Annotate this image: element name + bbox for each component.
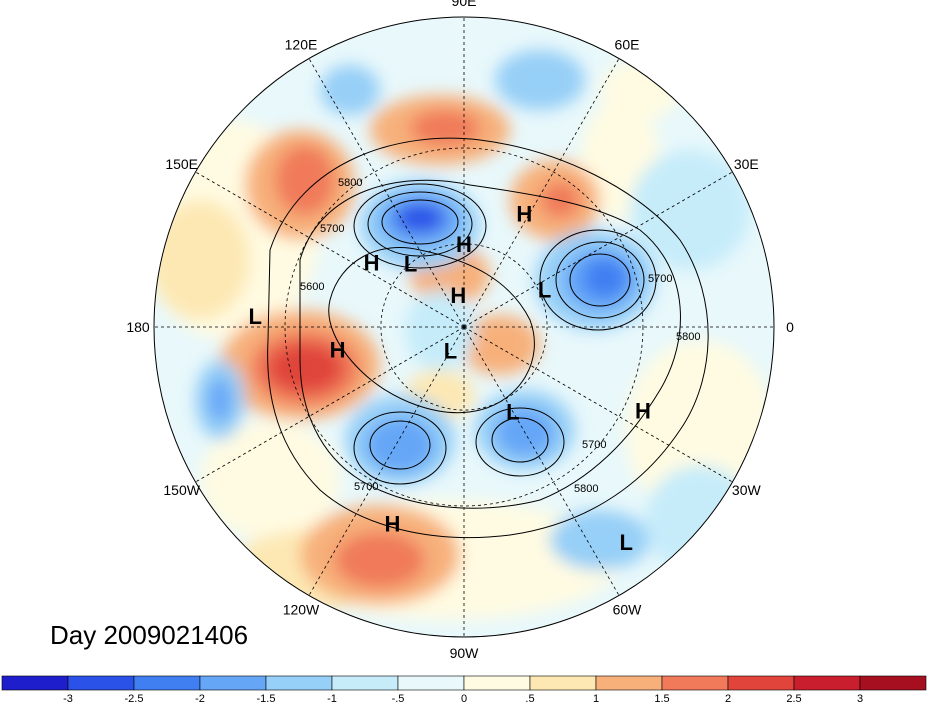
high-center-0: H	[456, 232, 472, 257]
low-center-4: L	[248, 304, 261, 329]
colorbar-label-6: 0	[461, 693, 467, 702]
lon-label-180: 180	[126, 319, 150, 335]
lon-label-60w: 60W	[613, 601, 643, 617]
contour-label-5700d: 5700	[354, 481, 378, 493]
colorbar-swatch-10	[661, 675, 729, 691]
colorbar-label-11: 2.5	[786, 693, 801, 702]
lon-label-150w: 150W	[163, 482, 200, 498]
contour-label-5800a: 5800	[338, 177, 362, 189]
colorbar-swatch-0	[1, 675, 69, 691]
high-center-5: H	[450, 283, 466, 308]
colorbar-swatch-5	[331, 675, 399, 691]
lon-label-90e: 90E	[452, 0, 477, 9]
meridian-300	[463, 326, 620, 596]
meridian-30	[463, 171, 733, 328]
lon-label-120w: 120W	[283, 601, 320, 617]
colorbar-swatch-2	[133, 675, 201, 691]
parallel-60	[380, 243, 548, 411]
meridian-210	[195, 326, 465, 483]
low-center-9: L	[506, 400, 519, 425]
colorbar-swatch-6	[397, 675, 465, 691]
lon-label-120e: 120E	[285, 37, 318, 53]
lon-label-30w: 30W	[732, 482, 762, 498]
contour-label-5800c: 5800	[574, 483, 598, 495]
contour-label-5700b: 5700	[648, 273, 672, 285]
lon-label-150e: 150E	[165, 156, 198, 172]
colorbar-swatch-12	[793, 675, 861, 691]
contour-label-5700a: 5700	[320, 223, 344, 235]
colorbar-swatch-4	[265, 675, 333, 691]
colorbar-label-3: -1.5	[257, 693, 276, 702]
colorbar-label-12: 3	[857, 693, 863, 702]
colorbar-label-4: -1	[327, 693, 337, 702]
height-contours	[267, 137, 709, 539]
colorbar-label-2: -2	[195, 693, 205, 702]
colorbar-swatch-1	[67, 675, 135, 691]
colorbar-label-0: -3	[63, 693, 73, 702]
contour-label-5600: 5600	[300, 281, 324, 293]
high-center-1: H	[516, 202, 532, 227]
lon-label-30e: 30E	[734, 156, 759, 172]
colorbar-swatch-13	[859, 675, 927, 691]
colorbar-swatch-11	[727, 675, 795, 691]
low-center-12: L	[619, 530, 632, 555]
colorbar-label-8: 1	[593, 693, 599, 702]
low-center-3: L	[404, 251, 417, 276]
high-center-8: H	[330, 337, 346, 362]
colorbar-swatch-9	[595, 675, 663, 691]
high-center-10: H	[635, 398, 651, 423]
contour-label-5700c: 5700	[582, 439, 606, 451]
contour-labels: 5800 5700 5600 5700 5800 5700 5800 5700	[300, 177, 700, 495]
map-title: Day 2009021406	[50, 620, 249, 650]
longitude-labels: 90E 60E 30E 0 30W 60W 90W 120W 150W 180 150E 120E	[126, 0, 794, 661]
lon-label-0: 0	[786, 319, 794, 335]
parallel-30	[284, 147, 644, 507]
colorbar: -3 -2.5 -2 -1.5 -1 -.5 0 .5 1 1.5 2 2.5 3	[1, 675, 927, 702]
lon-label-60e: 60E	[615, 37, 640, 53]
high-center-2: H	[364, 250, 380, 275]
high-center-11: H	[385, 511, 401, 536]
map-grid	[153, 16, 775, 638]
colorbar-label-9: 1.5	[654, 693, 669, 702]
colorbar-label-1: -2.5	[125, 693, 144, 702]
lon-label-90w: 90W	[450, 645, 480, 661]
colorbar-swatch-7	[463, 675, 531, 691]
meridian-120	[308, 58, 465, 328]
colorbar-swatch-8	[529, 675, 597, 691]
meridian-150	[195, 171, 465, 328]
meridian-330	[463, 326, 733, 483]
meridian-60	[463, 58, 620, 328]
contour-label-5800b: 5800	[676, 331, 700, 343]
low-center-7: L	[444, 338, 457, 363]
low-center-6: L	[538, 277, 551, 302]
colorbar-swatch-3	[199, 675, 267, 691]
colorbar-label-7: .5	[525, 693, 534, 702]
anomaly-field	[154, 17, 774, 637]
meridian-240	[308, 326, 465, 596]
colorbar-label-10: 2	[725, 693, 731, 702]
colorbar-label-5: -.5	[392, 693, 405, 702]
